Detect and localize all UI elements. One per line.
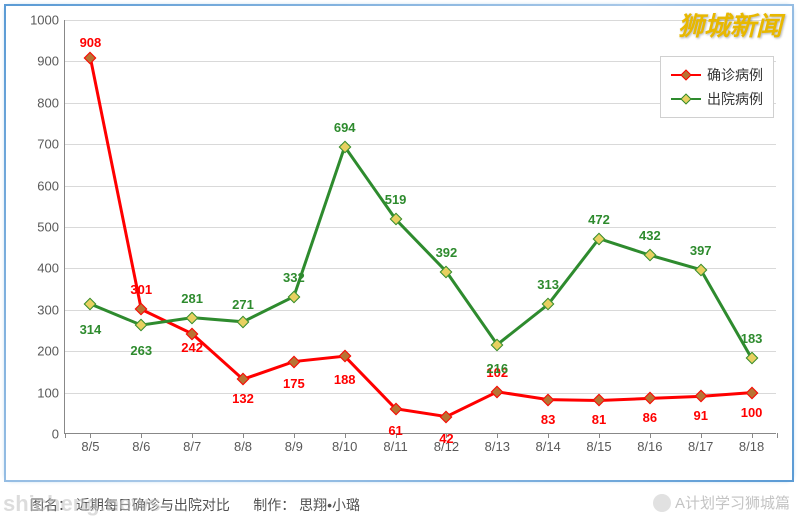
x-tick-label: 8/16 (637, 433, 662, 454)
y-tick-label: 700 (37, 137, 65, 152)
data-label-discharged: 313 (537, 277, 559, 292)
wechat-icon (653, 494, 671, 512)
x-tick-mark (777, 433, 778, 438)
data-label-confirmed: 175 (283, 376, 305, 391)
watermark-title: 狮城新闻 (678, 6, 782, 43)
data-label-confirmed: 86 (643, 410, 657, 425)
legend-swatch-discharged (671, 98, 701, 101)
y-tick-label: 900 (37, 54, 65, 69)
x-tick-label: 8/5 (81, 433, 99, 454)
x-tick-label: 8/9 (285, 433, 303, 454)
data-label-confirmed: 188 (334, 372, 356, 387)
legend-label-confirmed: 确诊病例 (707, 65, 763, 85)
data-label-discharged: 694 (334, 120, 356, 135)
y-tick-label: 400 (37, 261, 65, 276)
data-label-confirmed: 81 (592, 412, 606, 427)
data-label-discharged: 216 (486, 361, 508, 376)
data-label-discharged: 281 (181, 291, 203, 306)
x-tick-label: 8/15 (586, 433, 611, 454)
data-label-discharged: 432 (639, 228, 661, 243)
watermark-wechat: A计划学习狮城篇 (653, 492, 790, 513)
x-tick-label: 8/7 (183, 433, 201, 454)
caption-author-label: 制作： (253, 497, 295, 513)
data-label-confirmed: 132 (232, 391, 254, 406)
data-label-confirmed: 242 (181, 340, 203, 355)
watermark-domain: shicheng.news (3, 491, 161, 517)
x-tick-label: 8/8 (234, 433, 252, 454)
x-tick-label: 8/17 (688, 433, 713, 454)
data-label-discharged: 519 (385, 192, 407, 207)
x-tick-label: 8/10 (332, 433, 357, 454)
legend-swatch-confirmed (671, 74, 701, 77)
x-tick-label: 8/13 (485, 433, 510, 454)
y-tick-label: 1000 (30, 13, 65, 28)
y-tick-label: 500 (37, 220, 65, 235)
data-label-discharged: 397 (690, 243, 712, 258)
data-label-discharged: 314 (80, 322, 102, 337)
legend-label-discharged: 出院病例 (707, 89, 763, 109)
data-label-confirmed: 83 (541, 412, 555, 427)
chart-frame: 狮城新闻 0 100 200 300 400 500 600 700 800 900 1000 8/5… (4, 4, 794, 482)
data-label-confirmed: 908 (80, 35, 102, 50)
data-label-discharged: 183 (741, 331, 763, 346)
watermark-wechat-text: A计划学习狮城篇 (675, 492, 790, 513)
legend-item-discharged: 出院病例 (671, 87, 763, 111)
data-label-discharged: 472 (588, 212, 610, 227)
legend-item-confirmed: 确诊病例 (671, 63, 763, 87)
x-tick-label: 8/18 (739, 433, 764, 454)
y-tick-label: 800 (37, 95, 65, 110)
x-tick-label: 8/6 (132, 433, 150, 454)
data-label-confirmed: 91 (693, 408, 707, 423)
data-label-discharged: 263 (130, 343, 152, 358)
y-tick-label: 600 (37, 178, 65, 193)
y-tick-label: 300 (37, 302, 65, 317)
data-label-confirmed: 42 (439, 431, 453, 446)
caption-author: 思翔•小璐 (299, 497, 360, 513)
data-label-discharged: 271 (232, 297, 254, 312)
data-label-confirmed: 100 (741, 405, 763, 420)
data-label-confirmed: 61 (388, 423, 402, 438)
data-label-discharged: 332 (283, 270, 305, 285)
data-label-discharged: 392 (436, 245, 458, 260)
y-tick-label: 0 (52, 427, 65, 442)
x-tick-label: 8/14 (535, 433, 560, 454)
data-label-confirmed: 301 (130, 282, 152, 297)
y-tick-label: 100 (37, 385, 65, 400)
legend: 确诊病例 出院病例 (660, 56, 774, 118)
y-tick-label: 200 (37, 344, 65, 359)
